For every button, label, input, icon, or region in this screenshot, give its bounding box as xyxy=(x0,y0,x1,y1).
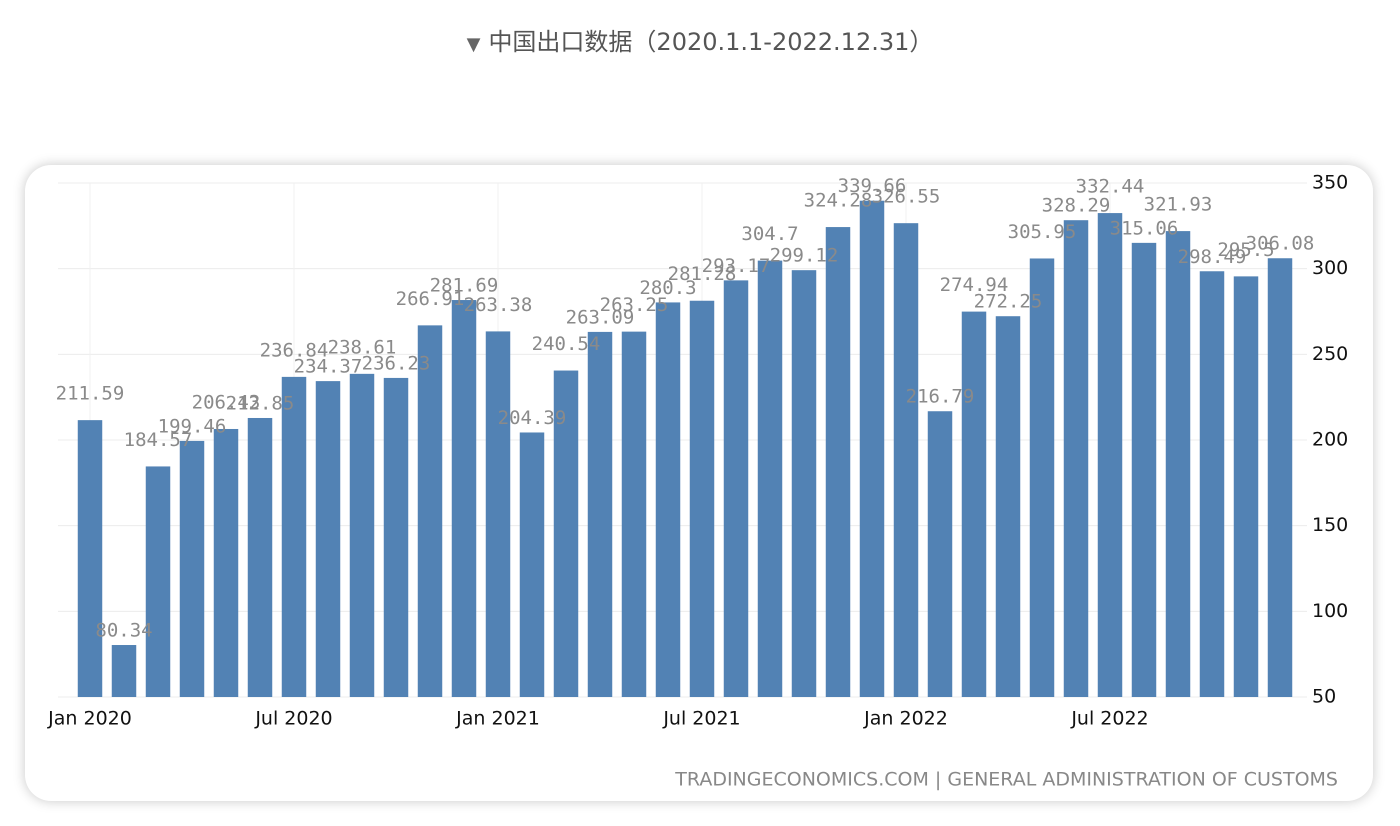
title-text: 中国出口数据（2020.1.1-2022.12.31） xyxy=(488,28,934,56)
data-label: 332.44 xyxy=(1076,176,1145,198)
bar xyxy=(1267,258,1293,697)
y-tick-label: 200 xyxy=(1312,429,1348,451)
data-label: 236.23 xyxy=(362,352,431,374)
data-label: 315.06 xyxy=(1110,217,1179,239)
data-label: 236.84 xyxy=(260,339,329,361)
data-label: 263.38 xyxy=(464,294,533,316)
bar xyxy=(1233,276,1259,697)
bar xyxy=(893,223,919,697)
page-title: ▼ 中国出口数据（2020.1.1-2022.12.31） xyxy=(0,22,1400,57)
bar xyxy=(1131,242,1157,697)
data-label: 324.28 xyxy=(804,190,873,212)
bar xyxy=(621,331,647,697)
bar xyxy=(553,370,579,697)
collapse-icon[interactable]: ▼ xyxy=(466,34,481,55)
y-tick-label: 350 xyxy=(1312,172,1348,194)
bar xyxy=(383,377,409,697)
bar xyxy=(1165,231,1191,697)
data-label: 304.7 xyxy=(741,223,798,245)
data-label: 263.25 xyxy=(600,294,669,316)
data-label: 80.34 xyxy=(95,620,152,642)
y-tick-label: 250 xyxy=(1312,343,1348,365)
data-label: 298.49 xyxy=(1178,246,1247,268)
data-label: 274.94 xyxy=(940,274,1009,296)
data-label: 305.95 xyxy=(1008,221,1077,243)
bar xyxy=(315,381,341,697)
x-tick-label: Jan 2020 xyxy=(47,708,132,730)
data-label: 321.93 xyxy=(1144,194,1213,216)
bar xyxy=(1199,271,1225,697)
bar xyxy=(485,331,511,697)
bar xyxy=(247,417,273,697)
bar xyxy=(145,466,171,697)
bar xyxy=(1029,258,1055,697)
data-label: 326.55 xyxy=(872,186,941,208)
data-label: 204.39 xyxy=(498,407,567,429)
bar xyxy=(757,260,783,697)
data-label: 211.59 xyxy=(56,383,125,405)
bar xyxy=(213,428,239,697)
bar xyxy=(417,325,443,697)
data-label: 263.09 xyxy=(566,306,635,328)
data-label: 272.25 xyxy=(974,291,1043,313)
bar xyxy=(349,373,375,697)
y-tick-label: 300 xyxy=(1312,257,1348,279)
data-label: 240.54 xyxy=(532,333,601,355)
bar xyxy=(519,432,545,697)
bar xyxy=(179,440,205,697)
bar xyxy=(77,420,103,697)
bar xyxy=(791,270,817,697)
bar xyxy=(111,645,137,697)
data-label: 281.28 xyxy=(668,263,737,285)
bar xyxy=(451,300,477,697)
bar xyxy=(723,280,749,697)
data-label: 238.61 xyxy=(328,336,397,358)
bar xyxy=(859,200,885,697)
data-label: 266.91 xyxy=(396,288,465,310)
data-label: 212.85 xyxy=(226,392,295,414)
bar xyxy=(587,331,613,697)
data-label: 234.37 xyxy=(294,356,363,378)
data-label: 184.57 xyxy=(124,429,193,451)
data-label: 295.5 xyxy=(1217,239,1274,261)
bar xyxy=(1063,220,1089,697)
y-tick-label: 100 xyxy=(1312,600,1348,622)
y-tick-label: 150 xyxy=(1312,514,1348,536)
data-label: 339.66 xyxy=(838,175,907,197)
bar xyxy=(1097,213,1123,698)
x-tick-label: Jul 2022 xyxy=(1070,708,1148,730)
data-label: 328.29 xyxy=(1042,195,1111,217)
bar xyxy=(655,302,681,697)
data-label: 281.69 xyxy=(430,275,499,297)
x-tick-label: Jul 2021 xyxy=(662,708,740,730)
data-label: 306.08 xyxy=(1246,233,1315,255)
data-label: 216.79 xyxy=(906,386,975,408)
bar xyxy=(927,411,953,697)
data-label: 299.12 xyxy=(770,245,839,267)
data-label: 199.46 xyxy=(158,415,227,437)
bar xyxy=(995,316,1021,697)
x-tick-label: Jul 2020 xyxy=(254,708,332,730)
bar xyxy=(689,300,715,697)
source: TRADINGECONOMICS.COM | GENERAL ADMINISTR… xyxy=(674,769,1338,791)
y-tick-label: 50 xyxy=(1312,686,1336,708)
data-label: 293.17 xyxy=(702,255,771,277)
data-label: 280.3 xyxy=(639,277,696,299)
x-tick-label: Jan 2021 xyxy=(455,708,540,730)
bar xyxy=(281,376,307,697)
bar xyxy=(961,311,987,697)
data-label: 206.43 xyxy=(192,391,261,413)
bar xyxy=(825,227,851,697)
x-tick-label: Jan 2022 xyxy=(863,708,948,730)
